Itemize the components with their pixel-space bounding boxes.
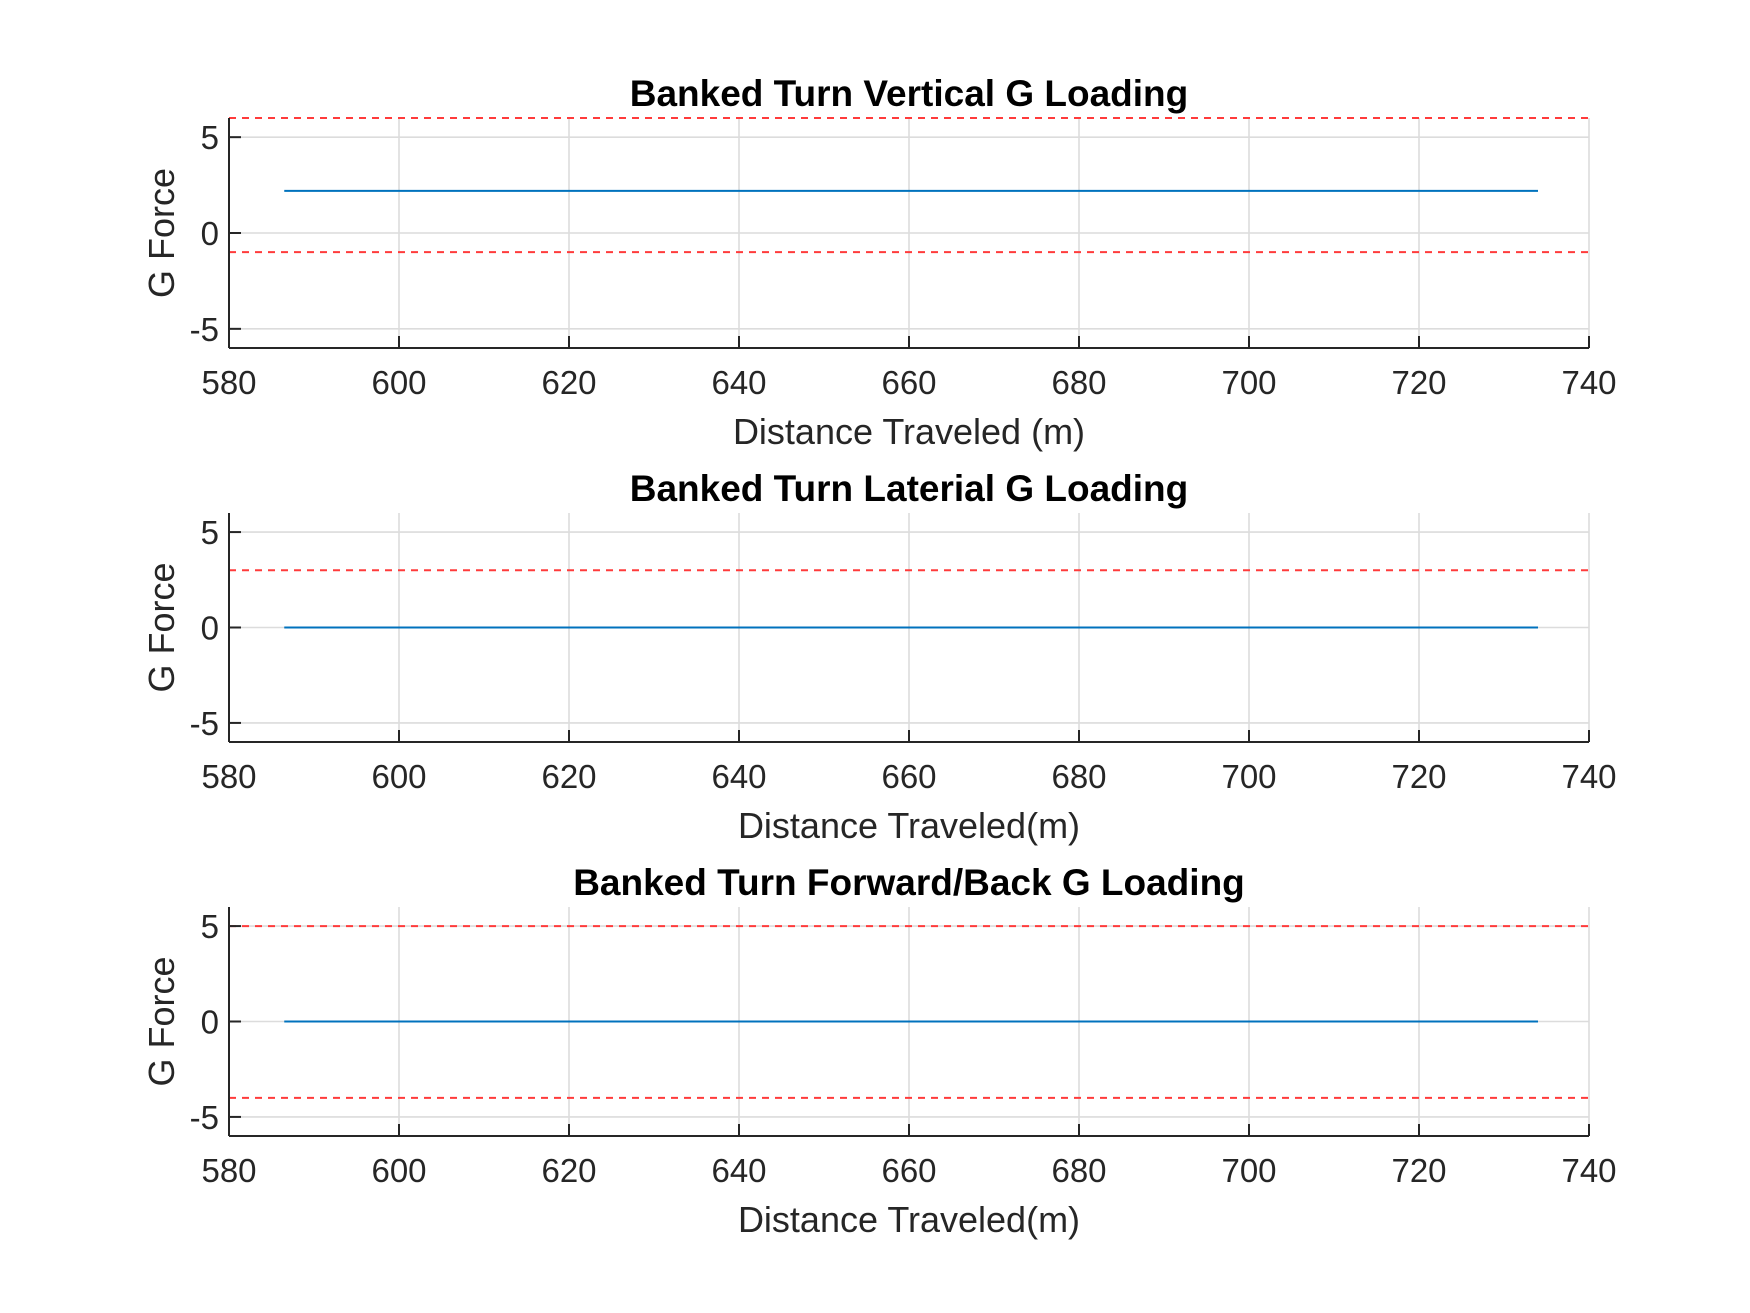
subplot-title: Banked Turn Vertical G Loading xyxy=(630,73,1189,114)
x-tick-label: 640 xyxy=(711,1152,766,1189)
x-tick-label: 740 xyxy=(1561,364,1616,401)
x-axis-label: Distance Traveled(m) xyxy=(738,805,1080,846)
x-axis-label: Distance Traveled (m) xyxy=(733,411,1085,452)
x-tick-label: 600 xyxy=(371,1152,426,1189)
y-tick-label: -5 xyxy=(190,1099,219,1136)
y-tick-label: 5 xyxy=(201,514,219,551)
x-tick-label: 740 xyxy=(1561,1152,1616,1189)
x-tick-label: 580 xyxy=(201,758,256,795)
x-tick-label: 580 xyxy=(201,1152,256,1189)
y-axis-label: G Force xyxy=(141,956,182,1086)
y-axis-label: G Force xyxy=(141,168,182,298)
x-tick-label: 640 xyxy=(711,758,766,795)
y-axis-label: G Force xyxy=(141,562,182,692)
x-tick-label: 660 xyxy=(881,364,936,401)
y-tick-label: -5 xyxy=(190,311,219,348)
x-tick-label: 640 xyxy=(711,364,766,401)
x-tick-label: 700 xyxy=(1221,364,1276,401)
x-tick-label: 580 xyxy=(201,364,256,401)
x-tick-label: 720 xyxy=(1391,364,1446,401)
subplot-title: Banked Turn Forward/Back G Loading xyxy=(573,862,1245,903)
subplot-3: 580 600 620 640 660 680 700 720 740 -5 0 5 Banked Tu… xyxy=(141,862,1617,1240)
y-tick-label: -5 xyxy=(190,705,219,742)
x-tick-label: 740 xyxy=(1561,758,1616,795)
subplot-2: 580 600 620 640 660 680 700 720 740 -5 0 5 Banked Tu… xyxy=(141,468,1617,846)
x-tick-label: 660 xyxy=(881,1152,936,1189)
subplot-1: 580 600 620 640 660 680 700 720 740 -5 0 5 Banked Tu… xyxy=(141,73,1617,452)
x-axis-label: Distance Traveled(m) xyxy=(738,1199,1080,1240)
y-tick-label: 5 xyxy=(201,908,219,945)
y-tick-label: 0 xyxy=(201,610,219,647)
y-tick-label: 5 xyxy=(201,119,219,156)
x-tick-label: 660 xyxy=(881,758,936,795)
x-tick-label: 600 xyxy=(371,758,426,795)
y-tick-label: 0 xyxy=(201,215,219,252)
subplot-title: Banked Turn Laterial G Loading xyxy=(630,468,1189,509)
x-tick-label: 700 xyxy=(1221,1152,1276,1189)
x-tick-label: 620 xyxy=(541,364,596,401)
y-tick-label: 0 xyxy=(201,1004,219,1041)
x-tick-label: 680 xyxy=(1051,1152,1106,1189)
x-tick-label: 680 xyxy=(1051,758,1106,795)
x-tick-label: 600 xyxy=(371,364,426,401)
x-tick-label: 700 xyxy=(1221,758,1276,795)
x-tick-label: 620 xyxy=(541,1152,596,1189)
x-tick-label: 680 xyxy=(1051,364,1106,401)
x-tick-label: 720 xyxy=(1391,1152,1446,1189)
x-tick-label: 620 xyxy=(541,758,596,795)
x-tick-label: 720 xyxy=(1391,758,1446,795)
